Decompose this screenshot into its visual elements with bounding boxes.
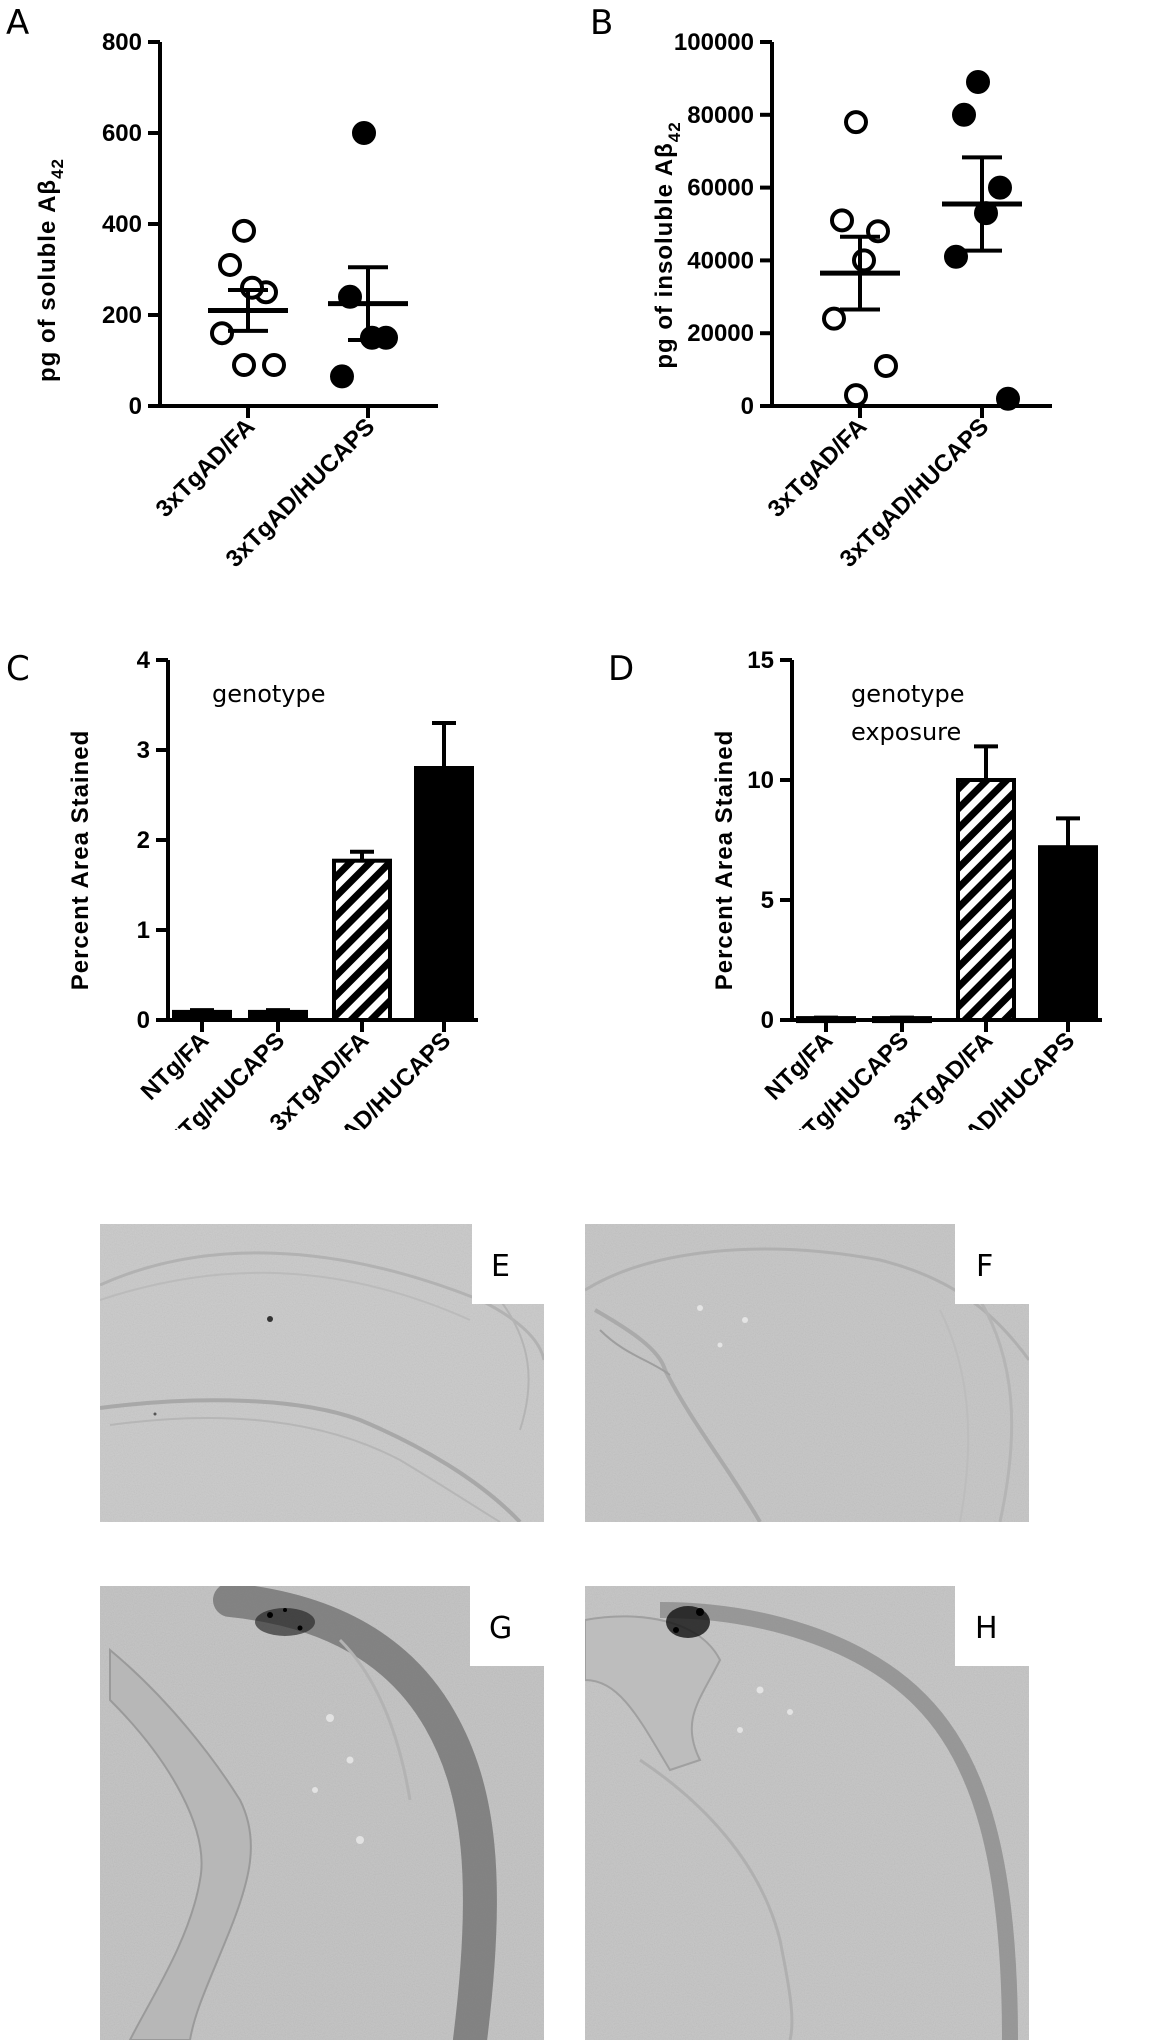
y-tick-label-a: 0: [129, 393, 142, 420]
data-point-a: [210, 321, 234, 346]
y-tick-label-c: 0: [137, 1007, 150, 1034]
photo-label-e: E: [491, 1249, 510, 1284]
y-tick-label-b: 40000: [687, 247, 754, 274]
annotation-d-genotype: genotype: [851, 680, 965, 708]
annotation-d-exposure: exposure: [851, 718, 961, 746]
photo-label-h: H: [975, 1611, 998, 1646]
y-tick-label-d: 15: [747, 647, 774, 674]
y-axis-label-b: pg of insoluble Aβ42: [651, 121, 684, 368]
y-tick-label-b: 60000: [687, 175, 754, 202]
data-point-b: [852, 248, 876, 273]
panel-c: 01234NTg/FANTg/HUCAPS3xTgAD/FA3xTgAD/HUC…: [136, 647, 478, 1130]
data-point-b: [944, 244, 968, 269]
bar-c: [248, 1009, 308, 1023]
y-tick-label-a: 800: [102, 29, 142, 56]
y-tick-label-d: 0: [761, 1007, 774, 1034]
bar-d: [872, 1016, 932, 1024]
x-tick-label-b: 3xTgAD/FA: [763, 413, 873, 523]
y-tick-label-d: 5: [761, 887, 774, 914]
y-axis-label-c: Percent Area Stained: [67, 730, 94, 991]
data-point-a: [330, 364, 354, 389]
y-tick-label-b: 100000: [674, 29, 754, 56]
micrograph-g: [100, 1586, 544, 2040]
data-point-a: [240, 275, 264, 300]
data-point-a: [352, 121, 376, 145]
panel-b: 0200004000060000800001000003xTgAD/FA3xTg…: [674, 29, 1052, 573]
photo-label-f: F: [976, 1249, 993, 1284]
data-point-b: [874, 353, 898, 378]
y-axis-label-a: pg of soluble Aβ42: [34, 158, 67, 382]
data-point-b: [844, 110, 868, 135]
data-point-b: [966, 70, 990, 95]
bar-c: [332, 858, 392, 1023]
data-point-b: [844, 383, 868, 408]
x-tick-label-d: NTg/FA: [760, 1027, 838, 1105]
y-tick-label-c: 2: [137, 827, 150, 854]
y-tick-label-c: 3: [137, 737, 150, 764]
photo-label-box-g: [470, 1586, 544, 1666]
data-point-a: [232, 218, 256, 243]
annotation-c-genotype: genotype: [212, 680, 326, 708]
y-tick-label-b: 0: [741, 393, 754, 420]
bar-c: [172, 1009, 232, 1023]
y-tick-label-b: 20000: [687, 320, 754, 347]
data-point-b: [996, 386, 1020, 411]
data-point-b: [952, 102, 976, 127]
micrograph-e: [100, 1224, 544, 1522]
panel-label-b: B: [590, 3, 613, 43]
micrograph-h: [585, 1586, 1029, 2040]
data-point-a: [262, 353, 286, 378]
data-point-a: [218, 252, 242, 277]
data-point-a: [232, 353, 256, 378]
panel-label-d: D: [608, 649, 634, 689]
y-axis-label-d: Percent Area Stained: [711, 730, 738, 991]
data-point-b: [830, 208, 854, 233]
y-tick-label-a: 400: [102, 211, 142, 238]
photo-label-box-f: [955, 1224, 1029, 1304]
data-point-b: [988, 175, 1012, 200]
y-tick-label-a: 600: [102, 120, 142, 147]
bar-d: [956, 778, 1016, 1022]
bar-c: [414, 766, 474, 1022]
micrographs: E F G: [100, 1224, 1029, 2040]
photo-label-box-e: [472, 1224, 544, 1304]
charts-figure: A B C D pg of soluble Aβ42 pg of insolub…: [6, 3, 1102, 1130]
x-tick-label-a: 3xTgAD/FA: [151, 413, 261, 523]
panel-label-c: C: [6, 649, 30, 689]
data-point-a: [360, 325, 384, 350]
photo-label-g: G: [489, 1611, 512, 1646]
y-tick-label-a: 200: [102, 302, 142, 329]
y-tick-label-b: 80000: [687, 102, 754, 129]
panel-label-a: A: [6, 3, 29, 43]
bar-d: [796, 1016, 856, 1024]
y-tick-label-c: 4: [137, 647, 151, 674]
data-point-b: [822, 306, 846, 331]
y-tick-label-c: 1: [137, 917, 150, 944]
y-tick-label-d: 10: [747, 767, 774, 794]
bar-d: [1038, 845, 1098, 1023]
x-tick-label-c: NTg/FA: [136, 1027, 214, 1105]
photo-label-box-h: [955, 1586, 1029, 1666]
